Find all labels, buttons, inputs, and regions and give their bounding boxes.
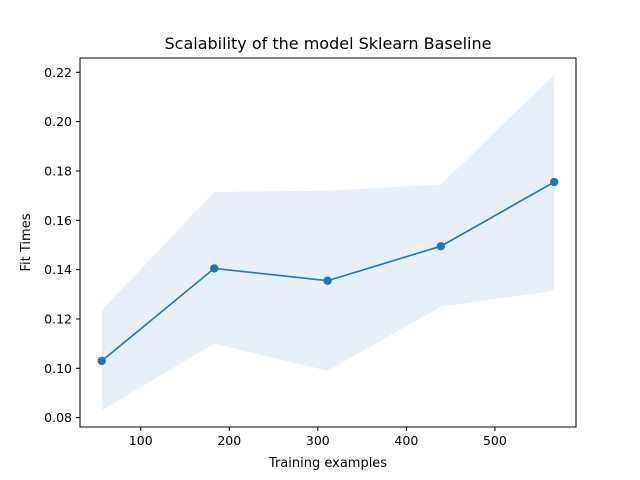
y-tick-label: 0.10 <box>44 361 72 376</box>
x-axis-label: Training examples <box>268 456 387 471</box>
x-tick-label: 100 <box>129 433 153 448</box>
y-axis-label: Fit Times <box>19 213 34 271</box>
data-point <box>550 177 559 187</box>
confidence-band <box>101 74 555 411</box>
data-point <box>323 276 332 285</box>
y-axis-ticks: 0.08 0.10 0.12 0.14 0.16 0.18 0.20 0.22 <box>44 65 80 425</box>
chart-title: Scalability of the model Sklearn Baselin… <box>165 34 492 53</box>
x-axis-ticks: 100 200 300 400 500 <box>129 427 507 448</box>
data-point <box>210 264 219 273</box>
x-tick-label: 400 <box>394 433 418 448</box>
y-tick-label: 0.12 <box>44 311 72 326</box>
x-tick-label: 200 <box>217 433 241 448</box>
y-tick-label: 0.14 <box>44 262 72 277</box>
y-tick-label: 0.22 <box>44 65 72 80</box>
confidence-band-layer <box>101 74 555 411</box>
plot-frame <box>79 57 577 428</box>
y-tick-label: 0.08 <box>44 410 72 425</box>
data-point <box>436 242 446 251</box>
y-tick-label: 0.18 <box>44 163 72 178</box>
y-tick-label: 0.16 <box>44 213 72 228</box>
x-tick-label: 300 <box>306 433 330 448</box>
data-point <box>97 356 106 366</box>
x-tick-label: 500 <box>483 433 507 448</box>
data-point-layer <box>97 177 559 366</box>
y-tick-label: 0.20 <box>44 114 72 129</box>
